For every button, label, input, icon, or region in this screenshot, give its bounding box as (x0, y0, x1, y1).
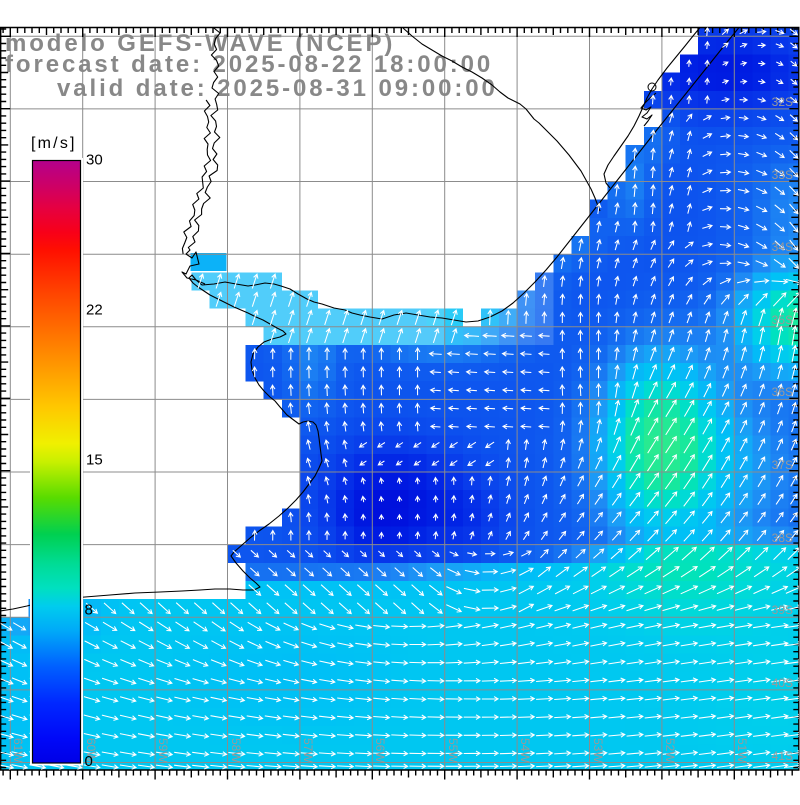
svg-text:15: 15 (86, 452, 103, 469)
svg-text:55W: 55W (446, 738, 460, 763)
svg-text:60W: 60W (84, 738, 98, 763)
svg-text:54W: 54W (518, 738, 532, 763)
svg-text:0: 0 (85, 753, 93, 770)
svg-text:51W: 51W (735, 738, 749, 763)
svg-text:41S: 41S (772, 749, 793, 763)
svg-text:valid date: 2025-08-31 09:00:0: valid date: 2025-08-31 09:00:00 (57, 75, 498, 102)
svg-text:forecast date: 2025-08-22 18:0: forecast date: 2025-08-22 18:00:00 (5, 51, 493, 78)
svg-text:30: 30 (86, 152, 103, 169)
svg-text:32S: 32S (772, 95, 793, 109)
svg-text:33S: 33S (772, 168, 793, 182)
svg-text:56W: 56W (373, 738, 387, 763)
svg-text:52W: 52W (663, 738, 677, 763)
svg-text:39S: 39S (772, 603, 793, 617)
svg-text:8: 8 (85, 602, 93, 619)
svg-text:22: 22 (86, 302, 103, 319)
svg-text:35S: 35S (772, 313, 793, 327)
svg-text:40S: 40S (772, 676, 793, 690)
svg-text:59W: 59W (156, 738, 170, 763)
svg-text:58W: 58W (229, 738, 243, 763)
svg-text:37S: 37S (772, 458, 793, 472)
svg-text:34S: 34S (772, 240, 793, 254)
svg-text:53W: 53W (591, 738, 605, 763)
svg-text:[m/s]: [m/s] (31, 135, 77, 152)
svg-text:modelo GEFS-WAVE (NCEP): modelo GEFS-WAVE (NCEP) (5, 30, 395, 57)
svg-text:38S: 38S (772, 531, 793, 545)
svg-text:36S: 36S (772, 385, 793, 399)
svg-text:61W: 61W (11, 738, 25, 763)
svg-text:57W: 57W (301, 738, 315, 763)
